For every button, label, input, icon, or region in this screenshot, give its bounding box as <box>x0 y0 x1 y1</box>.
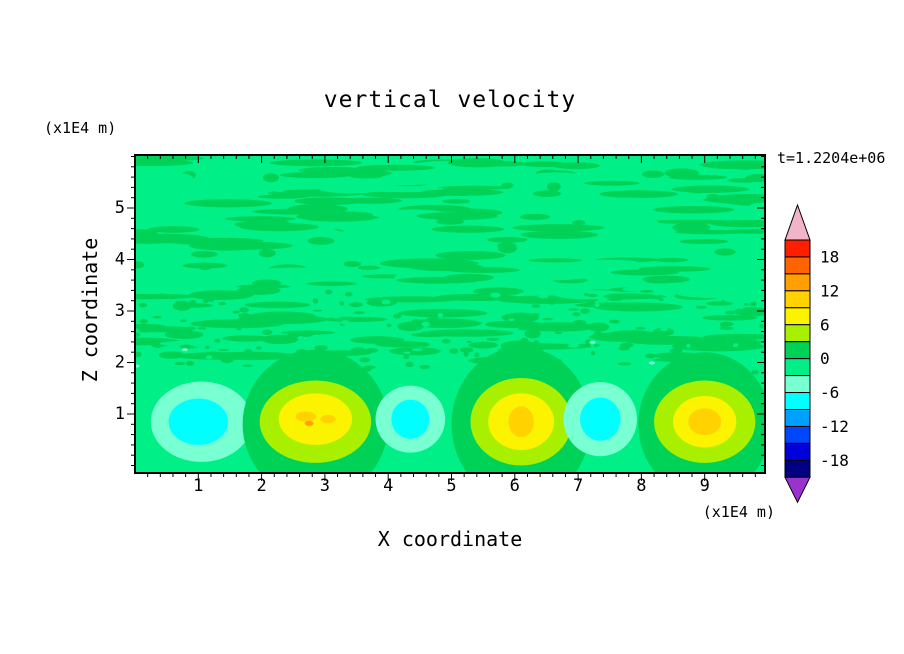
colorbar-cell <box>784 307 811 326</box>
colorbar-tick-label: 18 <box>820 247 839 266</box>
colorbar-cell <box>784 324 811 343</box>
colorbar-cell <box>784 409 811 427</box>
colorbar-cell <box>784 425 811 444</box>
time-annotation: t=1.2204e+06 <box>777 149 886 167</box>
y-tick-label: 2 <box>115 353 125 373</box>
colorbar: 18 12 6 0 -6 -12 -18 <box>784 203 849 504</box>
colorbar-cell <box>784 239 811 258</box>
contour-plot: 1 2 3 4 5 6 7 8 9 1 2 3 4 5 <box>115 154 766 493</box>
colorbar-cell <box>784 341 811 360</box>
colorbar-tick-label: -12 <box>820 417 849 436</box>
x-tick-label: 9 <box>700 476 710 493</box>
axis-ticks <box>127 155 765 481</box>
colorbar-tick-label: -18 <box>820 451 849 470</box>
y-tick-label: 1 <box>115 404 125 424</box>
colorbar-tick-label: 12 <box>820 281 839 300</box>
plot-frame <box>134 154 766 474</box>
background-noise <box>135 155 765 375</box>
x-tick-label: 3 <box>320 476 330 493</box>
downdraft-cell-3 <box>579 397 621 441</box>
x-axis-unit: (x1E4 m) <box>702 503 775 521</box>
colorbar-cell <box>784 392 811 411</box>
x-tick-label: 7 <box>573 476 583 493</box>
colorbar-cell <box>784 358 811 377</box>
updraft-cell-1 <box>304 420 314 426</box>
colorbar-cell <box>784 290 811 309</box>
x-axis-title: X coordinate <box>377 527 523 551</box>
colorbar-tick-label: -6 <box>820 383 839 402</box>
colorbar-tick-label: 6 <box>820 315 830 334</box>
x-tick-label: 1 <box>193 476 203 493</box>
colorbar-cell <box>784 459 811 478</box>
updraft-cell-1 <box>320 415 336 424</box>
downdraft-cell-2 <box>391 399 430 439</box>
updraft-cell-1 <box>278 393 353 445</box>
colorbar-cell <box>784 256 811 275</box>
updraft-cell-1 <box>295 411 317 422</box>
contour-field <box>135 155 765 473</box>
colorbar-cell <box>784 442 811 461</box>
x-tick-label: 6 <box>510 476 520 493</box>
colorbar-cell <box>784 273 811 292</box>
colorbar-tick-label: 0 <box>820 349 830 368</box>
x-tick-label: 5 <box>446 476 456 493</box>
y-tick-label: 4 <box>115 250 125 270</box>
updraft-cell-2 <box>508 406 534 438</box>
x-tick-label: 8 <box>636 476 646 493</box>
y-axis-unit: (x1E4 m) <box>44 119 117 137</box>
y-tick-label: 3 <box>115 301 125 321</box>
colorbar-over-arrow <box>784 203 811 241</box>
y-tick-label: 5 <box>115 198 125 218</box>
plot-title: vertical velocity <box>323 87 577 113</box>
x-tick-label: 2 <box>256 476 266 493</box>
downdraft-cell-1 <box>168 398 229 445</box>
x-tick-label: 4 <box>383 476 393 493</box>
updraft-cell-3 <box>688 408 722 436</box>
colorbar-cell <box>784 375 811 394</box>
colorbar-under-arrow <box>784 476 811 504</box>
